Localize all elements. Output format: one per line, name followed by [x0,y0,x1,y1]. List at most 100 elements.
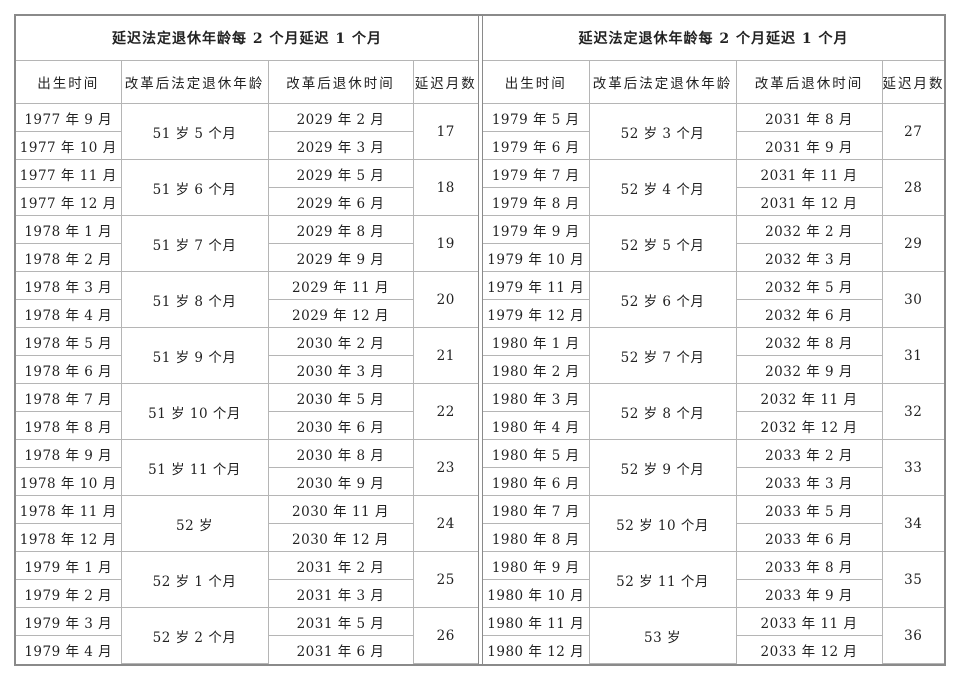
table-row: 1979 年 10 月 2032 年 3 月 [483,243,944,273]
birth-time-cell: 1977 年 11 月 [16,159,122,189]
birth-time-cell: 1978 年 4 月 [16,299,122,329]
table-row: 1979 年 4 月 2031 年 6 月 [16,635,478,664]
delay-months-cell: 21 [412,327,478,385]
table-row: 1980 年 5 月 52 岁 9 个月 2033 年 2 月 33 [483,439,944,497]
birth-time-cell: 1979 年 1 月 [16,551,122,581]
retirement-age-cell: 52 岁 [120,495,269,553]
birth-time-cell: 1978 年 12 月 [16,523,122,553]
table-row: 1978 年 9 月 51 岁 11 个月 2030 年 8 月 23 [16,439,478,497]
retirement-age-cell: 52 岁 4 个月 [588,159,737,217]
delay-months-cell: 19 [412,215,478,273]
table-row: 1977 年 10 月 2029 年 3 月 [16,131,478,161]
table-row: 1979 年 7 月 52 岁 4 个月 2031 年 11 月 28 [483,159,944,217]
birth-time-cell: 1979 年 3 月 [16,607,122,637]
retirement-delay-table: 延迟法定退休年龄每 2 个月延迟 1 个月 出生时间 改革后法定退休年龄 改革后… [14,14,946,666]
table-row: 1980 年 10 月 2033 年 9 月 [483,579,944,609]
delay-months-cell: 29 [881,215,944,273]
retirement-time-cell: 2033 年 6 月 [735,523,882,553]
retirement-age-cell: 52 岁 9 个月 [588,439,737,497]
retirement-time-cell: 2031 年 6 月 [267,635,413,664]
delay-months-cell: 23 [412,439,478,497]
delay-months-cell: 18 [412,159,478,217]
delay-months-cell: 30 [881,271,944,329]
table-row: 1977 年 9 月 51 岁 5 个月 2029 年 2 月 17 [16,103,478,161]
retirement-age-cell: 51 岁 10 个月 [120,383,269,441]
birth-time-cell: 1978 年 3 月 [16,271,122,301]
table-row: 1979 年 12 月 2032 年 6 月 [483,299,944,329]
birth-time-cell: 1978 年 5 月 [16,327,122,357]
table-row: 1979 年 9 月 52 岁 5 个月 2032 年 2 月 29 [483,215,944,273]
retirement-age-cell: 51 岁 5 个月 [120,103,269,161]
birth-time-cell: 1980 年 4 月 [483,411,590,441]
retirement-time-cell: 2032 年 12 月 [735,411,882,441]
retirement-age-cell: 51 岁 9 个月 [120,327,269,385]
retirement-time-cell: 2029 年 9 月 [267,243,413,273]
retirement-age-cell: 52 岁 1 个月 [120,551,269,609]
retirement-age-cell: 51 岁 11 个月 [120,439,269,497]
birth-time-cell: 1978 年 2 月 [16,243,122,273]
birth-time-cell: 1978 年 10 月 [16,467,122,497]
birth-time-cell: 1979 年 12 月 [483,299,590,329]
retirement-time-cell: 2033 年 3 月 [735,467,882,497]
table-row: 1978 年 8 月 2030 年 6 月 [16,411,478,441]
header-birth-time: 出生时间 [16,60,122,105]
table-row: 1978 年 11 月 52 岁 2030 年 11 月 24 [16,495,478,553]
retirement-time-cell: 2030 年 8 月 [267,439,414,469]
retirement-time-cell: 2030 年 9 月 [267,467,413,497]
header-retirement-age: 改革后法定退休年龄 [588,60,737,105]
retirement-time-cell: 2029 年 5 月 [267,159,414,189]
table-row: 1978 年 10 月 2030 年 9 月 [16,467,478,497]
birth-time-cell: 1980 年 11 月 [483,607,590,637]
table-row: 1978 年 4 月 2029 年 12 月 [16,299,478,329]
retirement-time-cell: 2030 年 6 月 [267,411,413,441]
retirement-time-cell: 2032 年 2 月 [735,215,883,245]
birth-time-cell: 1977 年 9 月 [16,103,122,133]
header-retirement-age: 改革后法定退休年龄 [120,60,269,105]
delay-months-cell: 27 [881,103,944,161]
retirement-time-cell: 2033 年 12 月 [735,635,882,664]
retirement-age-cell: 51 岁 7 个月 [120,215,269,273]
retirement-time-cell: 2033 年 2 月 [735,439,883,469]
retirement-time-cell: 2030 年 12 月 [267,523,413,553]
left-table-panel: 延迟法定退休年龄每 2 个月延迟 1 个月 出生时间 改革后法定退休年龄 改革后… [16,16,479,664]
retirement-time-cell: 2032 年 9 月 [735,355,882,385]
retirement-time-cell: 2029 年 3 月 [267,131,413,161]
retirement-age-cell: 52 岁 6 个月 [588,271,737,329]
delay-months-cell: 36 [881,607,944,664]
table-row: 1980 年 6 月 2033 年 3 月 [483,467,944,497]
retirement-time-cell: 2031 年 11 月 [735,159,883,189]
retirement-time-cell: 2033 年 9 月 [735,579,882,609]
table-row: 1979 年 2 月 2031 年 3 月 [16,579,478,609]
birth-time-cell: 1979 年 10 月 [483,243,590,273]
delay-months-cell: 20 [412,271,478,329]
delay-months-cell: 25 [412,551,478,609]
retirement-time-cell: 2033 年 11 月 [735,607,883,637]
right-table: 延迟法定退休年龄每 2 个月延迟 1 个月 出生时间 改革后法定退休年龄 改革后… [483,16,944,664]
retirement-time-cell: 2031 年 8 月 [735,103,883,133]
table-row: 1978 年 5 月 51 岁 9 个月 2030 年 2 月 21 [16,327,478,385]
header-delay-months: 延迟月数 [412,60,478,105]
header-retirement-time: 改革后退休时间 [735,60,883,105]
retirement-time-cell: 2031 年 9 月 [735,131,882,161]
table-row: 1978 年 12 月 2030 年 12 月 [16,523,478,553]
retirement-age-cell: 52 岁 5 个月 [588,215,737,273]
birth-time-cell: 1979 年 7 月 [483,159,590,189]
table-row: 1978 年 3 月 51 岁 8 个月 2029 年 11 月 20 [16,271,478,329]
birth-time-cell: 1979 年 9 月 [483,215,590,245]
delay-months-cell: 28 [881,159,944,217]
retirement-age-cell: 52 岁 2 个月 [120,607,269,664]
birth-time-cell: 1979 年 8 月 [483,187,590,217]
delay-months-cell: 33 [881,439,944,497]
delay-months-cell: 24 [412,495,478,553]
delay-months-cell: 31 [881,327,944,385]
retirement-time-cell: 2033 年 5 月 [735,495,883,525]
birth-time-cell: 1980 年 7 月 [483,495,590,525]
retirement-time-cell: 2030 年 2 月 [267,327,414,357]
retirement-time-cell: 2030 年 5 月 [267,383,414,413]
table-row: 1980 年 2 月 2032 年 9 月 [483,355,944,385]
table-row: 1977 年 11 月 51 岁 6 个月 2029 年 5 月 18 [16,159,478,217]
right-table-panel: 延迟法定退休年龄每 2 个月延迟 1 个月 出生时间 改革后法定退休年龄 改革后… [482,16,944,664]
table-row: 1980 年 3 月 52 岁 8 个月 2032 年 11 月 32 [483,383,944,441]
birth-time-cell: 1978 年 6 月 [16,355,122,385]
retirement-age-cell: 52 岁 8 个月 [588,383,737,441]
